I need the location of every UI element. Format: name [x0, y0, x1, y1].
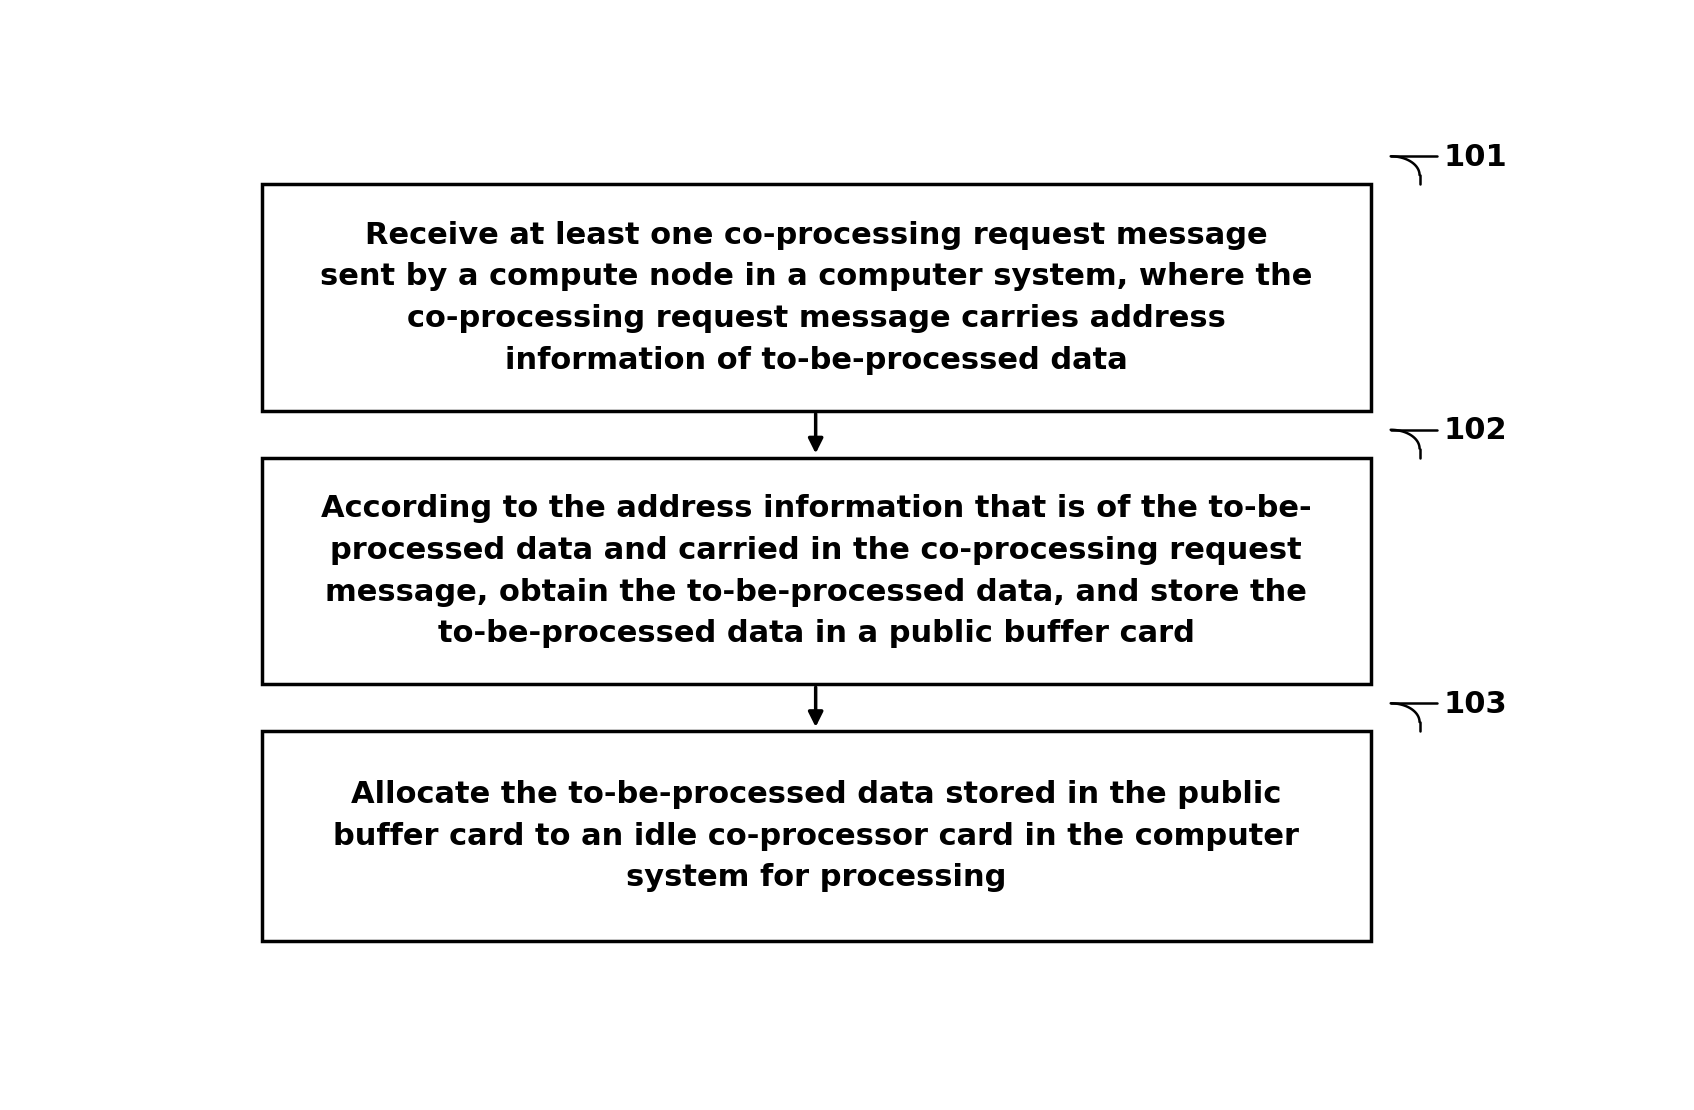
Text: 103: 103: [1443, 689, 1508, 718]
Text: Allocate the to-be-processed data stored in the public
buffer card to an idle co: Allocate the to-be-processed data stored…: [334, 780, 1299, 892]
Text: Receive at least one co-processing request message
sent by a compute node in a c: Receive at least one co-processing reque…: [320, 221, 1313, 375]
Bar: [261, 731, 1370, 941]
Bar: [261, 458, 1370, 685]
Bar: [261, 184, 1370, 411]
Text: 102: 102: [1443, 416, 1508, 445]
Text: 101: 101: [1443, 143, 1508, 172]
Text: According to the address information that is of the to-be-
processed data and ca: According to the address information tha…: [320, 494, 1311, 648]
